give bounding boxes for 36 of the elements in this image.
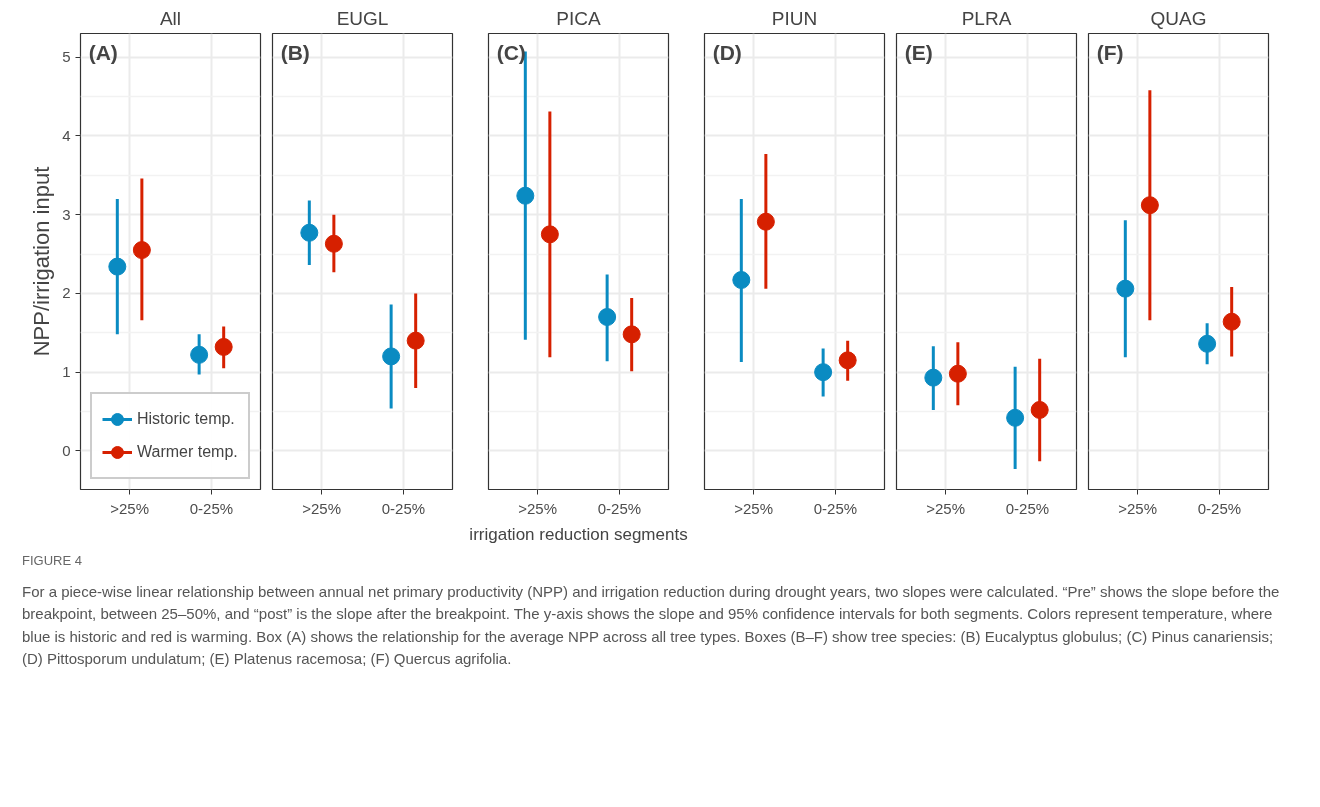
chart-title: PIUN [771,7,818,29]
chart-title: QUAG [1150,7,1207,29]
y-tick-label: 2 [62,284,71,302]
y-tick-label: 3 [62,205,71,223]
legend-label: Historic temp. [137,410,235,428]
legend-label: Warmer temp. [137,443,238,461]
chart-title: PICA [556,7,601,29]
x-tick-label: >25% [518,499,557,517]
annotation: (A) [88,40,118,64]
chart-title: PLRA [961,7,1012,29]
x-tick-label: >25% [926,499,965,517]
y-axis-title: NPP/irrigation input [29,166,55,357]
x-tick-label: 0-25% [1197,499,1242,517]
annotation: (F) [1096,40,1124,64]
x-tick-label: 0-25% [813,499,858,517]
y-tick-label: 0 [62,441,71,459]
x-tick-label: 0-25% [381,499,426,517]
annotation: (D) [712,40,742,64]
annotation: (C) [496,40,526,64]
chart-title: EUGL [336,7,389,29]
x-axis-title: irrigation reduction segments [469,524,688,544]
caption: FIGURE 4 [22,552,82,570]
y-tick-label: 1 [62,363,71,381]
x-tick-label: >25% [302,499,341,517]
x-tick-label: >25% [1118,499,1157,517]
x-tick-label: >25% [110,499,149,517]
text: For a piece-wise linear relationship between annual net primary productivity (NPP) and irrigation reduction during drought years, two slopes were calculated. “Pre” shows the slope before the breakpoint, between 25–50%, and “post” is the slope after the breakpoint. The y-axis shows the slope and 95% confidence intervals for both segments. Colors represent temperature, where blue is historic and red is warming. Box (A) shows the relationship for the average NPP across all tree types. Boxes (B–F) show tree species: (B) Eucalyptus globulus; (C) Pinus canariensis; (D) Pittosporum undulatum; (E) Platenus racemosa; (F) Quercus agrifolia. [22,581,1281,669]
x-tick-label: 0-25% [597,499,642,517]
x-tick-label: 0-25% [1005,499,1050,517]
x-tick-label: >25% [734,499,773,517]
x-tick-label: 0-25% [189,499,234,517]
y-tick-label: 4 [62,126,71,144]
y-tick-label: 5 [62,48,71,66]
chart-title: All [159,7,182,29]
annotation: (E) [904,40,933,64]
annotation: (B) [280,40,310,64]
